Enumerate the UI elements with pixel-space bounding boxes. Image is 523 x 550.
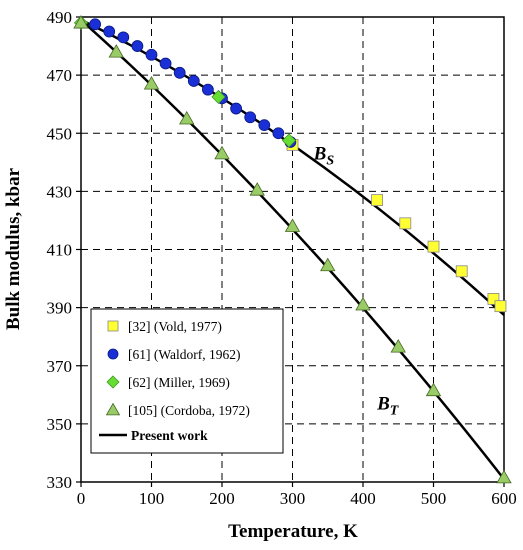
y-tick-label: 390	[47, 299, 73, 318]
curve-label-main: B	[376, 393, 390, 414]
triangle-data-point	[284, 218, 301, 232]
circle-data-point	[103, 25, 116, 38]
square-data-point	[371, 194, 384, 206]
x-tick-label: 600	[491, 489, 517, 508]
triangle-data-point	[179, 110, 195, 125]
legend-entry-label: [105] (Cordoba, 1972)	[128, 403, 250, 418]
curve-label: BS	[313, 143, 335, 168]
legend-entry-label: Present work	[131, 428, 208, 443]
triangle-data-point	[390, 339, 406, 353]
triangle-data-point	[143, 76, 160, 90]
circle-data-point	[89, 18, 101, 31]
y-tick-label: 470	[47, 66, 73, 85]
x-axis-title: Temperature, K	[228, 521, 358, 542]
circle-data-point	[258, 119, 271, 132]
y-tick-label: 450	[47, 124, 73, 143]
x-tick-label: 300	[280, 489, 306, 508]
x-tick-label: 0	[77, 489, 86, 508]
diamond-data-point	[211, 89, 226, 104]
y-axis-title: Bulk modulus, kbar	[3, 167, 24, 330]
circle-data-point	[173, 66, 186, 79]
y-tick-label: 490	[47, 8, 73, 27]
legend-diamond-marker	[106, 375, 120, 389]
legend: [32] (Vold, 1977) [61] (Waldorf, 1962) [62…	[90, 308, 284, 454]
data-points	[73, 15, 512, 484]
circle-data-point	[244, 111, 257, 124]
legend-circle-marker	[107, 348, 119, 360]
y-tick-label: 370	[47, 357, 73, 376]
x-tick-label: 100	[139, 489, 165, 508]
square-data-point	[455, 265, 468, 278]
y-tick-label: 430	[47, 182, 73, 201]
legend-entry-label: [32] (Vold, 1977)	[128, 319, 222, 334]
circle-data-point	[201, 83, 214, 96]
curve-label-main: B	[313, 143, 327, 164]
y-tick-label: 410	[47, 241, 73, 260]
y-tick-label: 350	[47, 415, 73, 434]
curve-label: BT	[376, 393, 400, 418]
square-data-point	[487, 293, 500, 305]
tick-labels: 0 100 200 300 400 500 600 330 350 370 390 410 430 450…	[47, 8, 517, 508]
curve-label-subscript: T	[390, 403, 400, 418]
legend-square-marker	[107, 320, 119, 332]
triangle-data-point	[249, 182, 265, 196]
circle-data-point	[230, 102, 243, 115]
triangle-data-point	[214, 145, 230, 160]
x-tick-label: 500	[421, 489, 447, 508]
circle-data-point	[117, 31, 130, 44]
triangle-data-point	[320, 257, 336, 272]
triangle-data-point	[73, 15, 89, 29]
circle-data-point	[131, 40, 144, 52]
triangle-data-point	[425, 382, 442, 397]
circle-data-point	[145, 48, 158, 61]
curve-label-subscript: S	[326, 153, 334, 168]
legend-triangle-marker	[105, 402, 121, 416]
triangle-data-point	[496, 469, 512, 484]
legend-entry-label: [61] (Waldorf, 1962)	[128, 347, 241, 362]
triangle-data-point	[355, 296, 371, 311]
square-data-point	[494, 300, 507, 313]
x-tick-label: 400	[350, 489, 376, 508]
y-tick-label: 330	[47, 473, 73, 492]
legend-box	[90, 308, 284, 454]
diamond-data-point	[281, 133, 297, 148]
square-data-point	[399, 217, 412, 230]
square-data-point	[427, 240, 440, 253]
x-tick-label: 200	[209, 489, 235, 508]
triangle-data-point	[108, 44, 124, 58]
circle-data-point	[187, 75, 200, 87]
legend-entry-label: [62] (Miller, 1969)	[128, 375, 230, 390]
circle-data-point	[272, 127, 285, 140]
circle-data-point	[159, 57, 172, 70]
